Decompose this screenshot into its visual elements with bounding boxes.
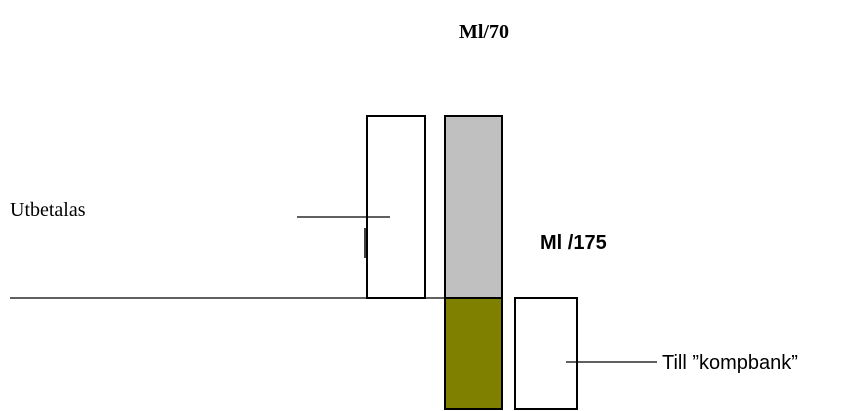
gray-bar — [444, 115, 503, 299]
label-ml-175: Ml /175 — [540, 232, 607, 254]
label-kompbank: Till ”kompbank” — [662, 352, 798, 374]
olive-bar — [444, 297, 503, 410]
label-utbetalas: Utbetalas — [10, 199, 86, 221]
label-ml-70: Ml/70 — [459, 21, 509, 43]
utbetalas-box — [366, 115, 426, 299]
kompbank-box — [514, 297, 578, 410]
